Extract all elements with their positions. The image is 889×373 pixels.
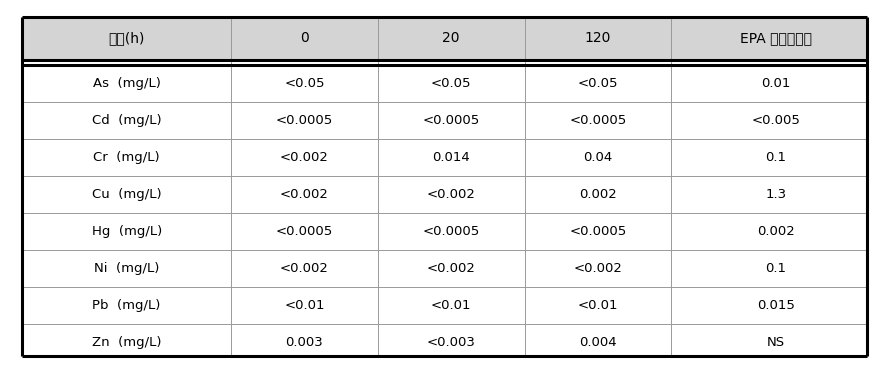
Text: <0.002: <0.002	[280, 188, 329, 201]
Text: <0.05: <0.05	[578, 77, 618, 90]
Bar	[22, 17, 867, 60]
Text: 시간(h): 시간(h)	[108, 31, 145, 46]
Bar	[22, 102, 867, 139]
Bar	[22, 139, 867, 176]
Text: NS: NS	[766, 336, 785, 349]
Text: 0.01: 0.01	[761, 77, 790, 90]
Text: 0.002: 0.002	[579, 188, 617, 201]
Bar	[22, 287, 867, 324]
Text: <0.01: <0.01	[431, 299, 471, 312]
Text: <0.0005: <0.0005	[422, 114, 480, 127]
Text: Cd  (mg/L): Cd (mg/L)	[92, 114, 162, 127]
Text: <0.002: <0.002	[280, 151, 329, 164]
Text: <0.01: <0.01	[578, 299, 618, 312]
Text: <0.002: <0.002	[280, 262, 329, 275]
Text: Zn  (mg/L): Zn (mg/L)	[92, 336, 162, 349]
Text: <0.0005: <0.0005	[569, 114, 627, 127]
Text: <0.0005: <0.0005	[276, 114, 333, 127]
Bar	[22, 176, 867, 213]
Text: 0: 0	[300, 31, 308, 46]
Text: 120: 120	[585, 31, 611, 46]
Bar	[22, 250, 867, 287]
Text: <0.002: <0.002	[573, 262, 622, 275]
Text: <0.05: <0.05	[284, 77, 324, 90]
Text: Pb  (mg/L): Pb (mg/L)	[92, 299, 161, 312]
Bar	[22, 324, 867, 361]
Text: Cu  (mg/L): Cu (mg/L)	[92, 188, 162, 201]
Text: <0.0005: <0.0005	[276, 225, 333, 238]
Bar	[22, 65, 867, 102]
Text: <0.0005: <0.0005	[422, 225, 480, 238]
Text: <0.002: <0.002	[427, 262, 476, 275]
Text: <0.005: <0.005	[751, 114, 800, 127]
Text: EPA 먹는물기준: EPA 먹는물기준	[740, 31, 812, 46]
Text: 0.004: 0.004	[579, 336, 617, 349]
Text: 0.014: 0.014	[432, 151, 470, 164]
Text: <0.01: <0.01	[284, 299, 324, 312]
Text: 1.3: 1.3	[765, 188, 786, 201]
Bar	[22, 213, 867, 250]
Text: 0.1: 0.1	[765, 151, 786, 164]
Text: Hg  (mg/L): Hg (mg/L)	[92, 225, 162, 238]
Text: <0.0005: <0.0005	[569, 225, 627, 238]
Text: 20: 20	[443, 31, 460, 46]
Text: <0.05: <0.05	[431, 77, 471, 90]
Text: 0.04: 0.04	[583, 151, 613, 164]
Text: Ni  (mg/L): Ni (mg/L)	[94, 262, 159, 275]
Text: As  (mg/L): As (mg/L)	[92, 77, 161, 90]
Text: Cr  (mg/L): Cr (mg/L)	[93, 151, 160, 164]
Text: 0.002: 0.002	[757, 225, 795, 238]
Text: 0.1: 0.1	[765, 262, 786, 275]
Text: <0.003: <0.003	[427, 336, 476, 349]
Text: <0.002: <0.002	[427, 188, 476, 201]
Text: 0.015: 0.015	[757, 299, 795, 312]
Text: 0.003: 0.003	[285, 336, 324, 349]
